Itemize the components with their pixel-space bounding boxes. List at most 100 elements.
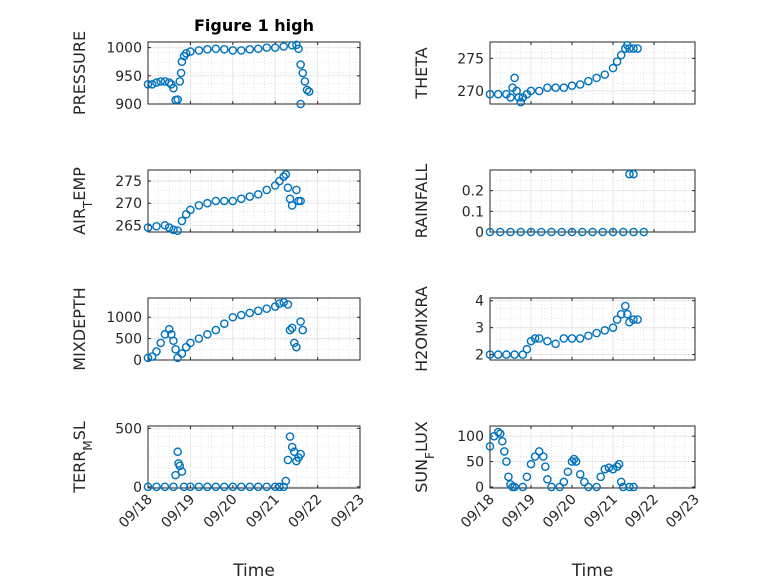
data-point (211, 325, 221, 335)
data-point (506, 227, 515, 237)
data-point (495, 429, 505, 438)
y-axis-label: SUNFLUX (412, 421, 437, 493)
data-point (194, 334, 204, 343)
axes-box (489, 297, 696, 361)
x-tick-label: 09/21 (243, 492, 283, 532)
y-tick-label: 4 (475, 294, 484, 310)
data-point (177, 57, 187, 67)
y-tick-label: 500 (115, 332, 142, 348)
data-point (625, 44, 634, 53)
data-point (516, 227, 526, 237)
data-point (543, 83, 552, 92)
data-point (169, 225, 178, 235)
data-point (253, 190, 263, 199)
data-point (164, 78, 174, 87)
data-point (592, 328, 601, 338)
data-point (253, 44, 263, 54)
data-point (592, 482, 601, 492)
data-point (173, 447, 182, 457)
data-point (497, 436, 507, 446)
data-point (296, 196, 305, 206)
data-point (567, 457, 577, 466)
data-point (194, 482, 204, 492)
data-point (283, 455, 293, 465)
data-point (514, 93, 524, 102)
data-point (493, 427, 503, 437)
y-tick-label: 0 (475, 225, 484, 241)
y-axis-label: TERRMSL (70, 421, 95, 494)
data-point (596, 472, 606, 482)
data-point (220, 45, 229, 54)
axes-box (147, 297, 361, 361)
data-point (541, 462, 550, 471)
data-point (186, 338, 195, 348)
data-point (228, 46, 238, 55)
x-tick-label: 09/23 (663, 492, 703, 532)
data-point (152, 482, 161, 492)
data-point (592, 73, 601, 83)
data-point (614, 459, 624, 469)
data-point (220, 319, 229, 328)
data-point (211, 44, 221, 54)
x-tick-label: 09/20 (540, 492, 580, 532)
data-point (600, 464, 610, 474)
data-point (612, 315, 622, 324)
data-point (181, 342, 191, 352)
data-point (164, 324, 174, 334)
data-point (618, 482, 628, 492)
data-point (575, 334, 585, 343)
data-point (543, 475, 552, 484)
data-point (181, 209, 191, 219)
chart-panel-5: 0 500 1000 MIXDEPTH (70, 287, 361, 371)
data-point (522, 344, 532, 354)
x-tick-label: 09/18 (116, 492, 156, 532)
data-point (559, 334, 569, 343)
y-axis-label: MIXDEPTH (70, 287, 89, 370)
axes-box (147, 425, 361, 489)
data-point (143, 223, 153, 232)
chart-panel-8: 0 50 100 09/18 09/19 09/20 09/21 09/22 09/23 Time… (412, 421, 703, 581)
data-point (616, 477, 626, 487)
data-point (298, 68, 308, 78)
data-point (236, 46, 246, 55)
data-point (173, 95, 182, 104)
data-point (245, 192, 255, 201)
data-point (534, 447, 544, 456)
data-point (485, 442, 495, 451)
data-point (245, 482, 255, 492)
data-point (169, 83, 178, 93)
y-tick-label: 0 (475, 480, 484, 496)
data-point (296, 60, 305, 69)
data-point (296, 99, 305, 109)
y-tick-label: 1000 (106, 310, 142, 326)
x-tick-label: 09/19 (158, 492, 198, 532)
data-point (493, 89, 503, 99)
y-tick-label: 0 (133, 480, 142, 496)
data-point (557, 227, 567, 237)
data-point (283, 183, 293, 193)
data-point (584, 482, 593, 492)
data-point (156, 77, 166, 86)
y-tick-label: 500 (115, 421, 142, 437)
data-point (563, 467, 573, 477)
data-point (262, 482, 272, 492)
data-point (245, 45, 255, 54)
data-point (292, 342, 301, 352)
data-point (171, 470, 180, 480)
data-point (575, 80, 585, 89)
data-point (608, 63, 618, 73)
data-point (618, 227, 628, 237)
data-point (287, 323, 297, 333)
data-point (289, 338, 299, 348)
x-axis-label: Time (232, 561, 275, 581)
data-point (616, 50, 626, 60)
y-axis-label: RAINFALL (412, 164, 431, 239)
y-tick-label: 2 (475, 348, 484, 364)
data-point (186, 47, 195, 56)
y-tick-label: 275 (115, 174, 142, 190)
data-point (621, 301, 630, 311)
data-point (152, 347, 161, 356)
data-point (493, 350, 503, 359)
data-point (296, 449, 305, 459)
